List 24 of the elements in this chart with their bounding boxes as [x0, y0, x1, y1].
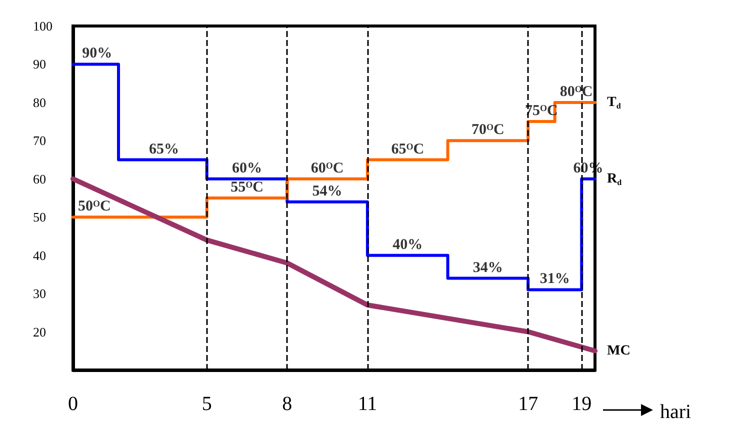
y-tick-label: 40 [33, 248, 46, 263]
annotation: 31% [540, 271, 570, 288]
annotation: 40% [392, 236, 423, 253]
x-tick-label: 0 [68, 393, 78, 415]
y-tick-label: 60 [33, 171, 46, 186]
x-tick-label: 17 [518, 393, 538, 415]
annotation: 60% [232, 160, 262, 176]
y-tick-label: 50 [33, 210, 46, 225]
x-tick-label: 8 [282, 393, 292, 415]
series-label: MC [607, 343, 630, 358]
annotation: 54% [312, 183, 342, 200]
y-tick-label: 100 [33, 18, 52, 34]
y-tick-label: 20 [33, 324, 46, 340]
y-tick-label: 70 [33, 133, 46, 148]
annotation: 90% [82, 46, 112, 62]
annotation: 34% [472, 260, 503, 276]
annotation: 65% [149, 141, 180, 158]
y-tick-label: 80 [33, 94, 46, 110]
x-axis-title: hari [660, 401, 692, 423]
y-tick-label: 30 [33, 286, 46, 302]
x-tick-label: 5 [202, 393, 212, 415]
x-tick-label: 11 [358, 393, 378, 415]
y-tick-label: 90 [33, 56, 46, 72]
x-tick-label: 19 [572, 393, 592, 415]
